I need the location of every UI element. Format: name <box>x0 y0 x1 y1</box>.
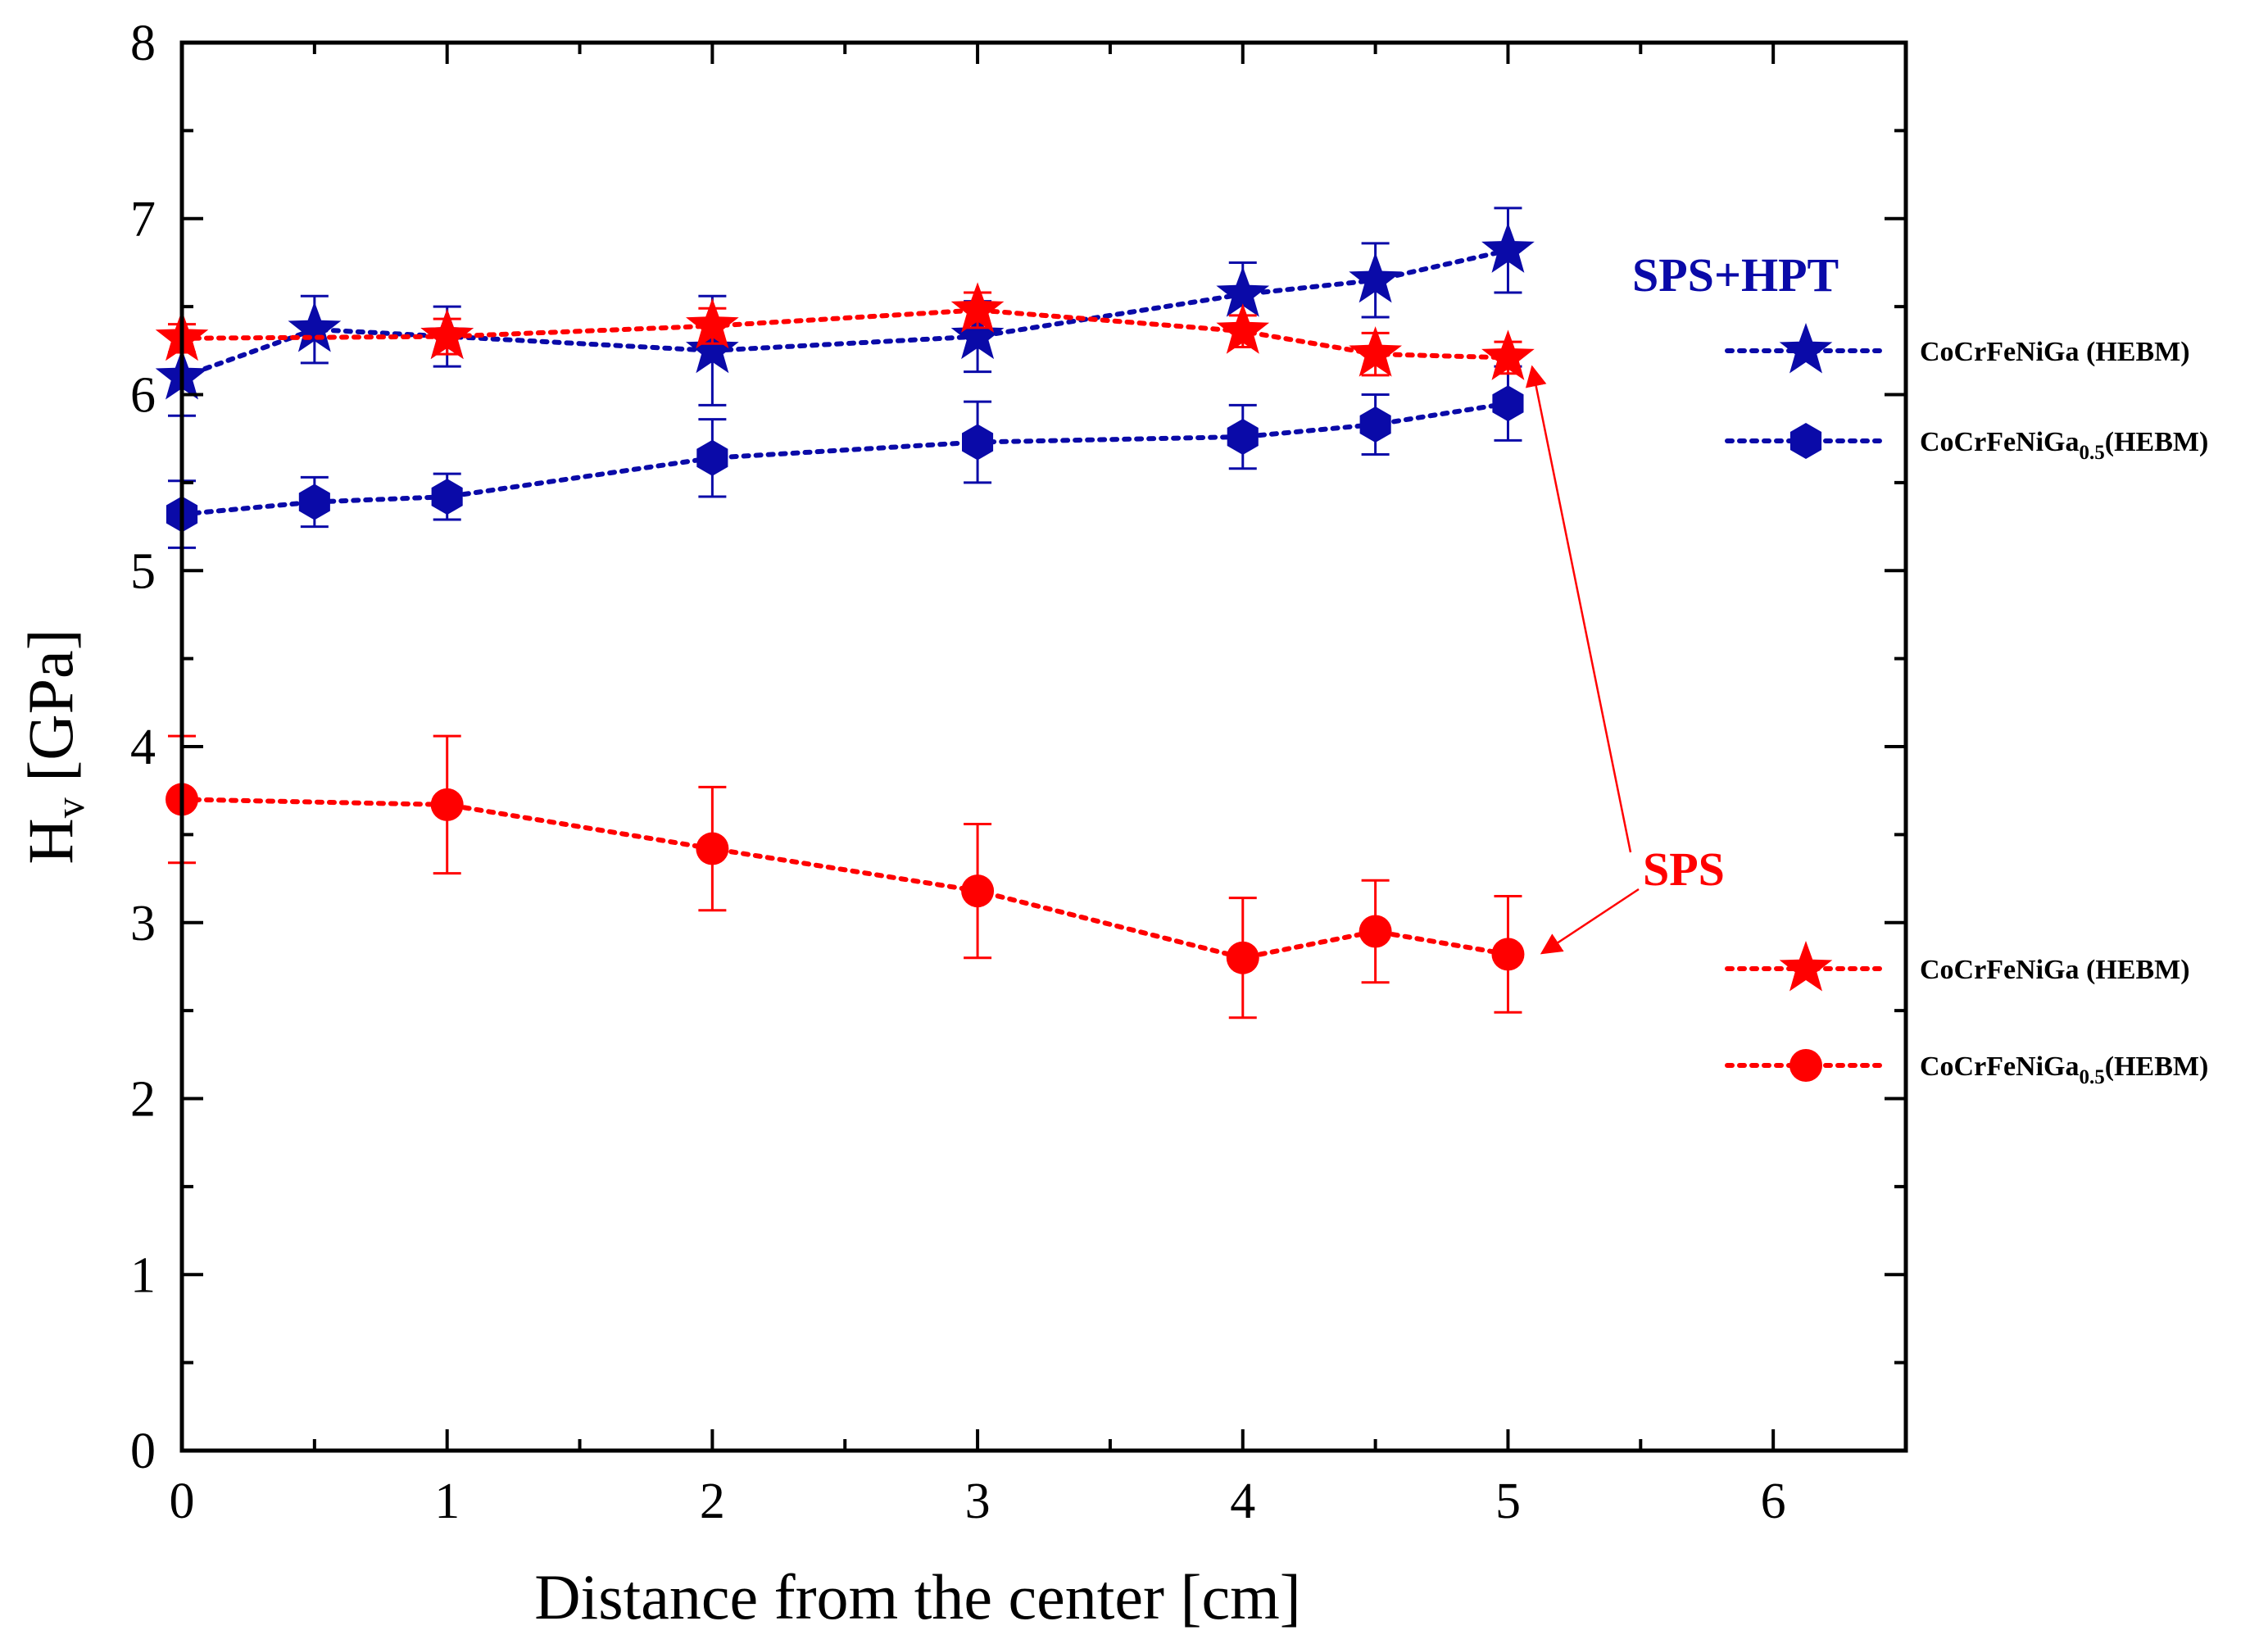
legend-label: CoCrFeNiGa0.5(HEBM) <box>1920 1051 2208 1088</box>
data-point <box>1227 419 1259 455</box>
y-axis-title: Hv [GPa] <box>15 629 93 864</box>
legend-marker <box>1779 323 1833 374</box>
y-tick-label: 2 <box>130 1072 156 1128</box>
y-tick-label: 4 <box>130 720 156 775</box>
series-layer <box>155 207 1535 1020</box>
data-point <box>950 308 1005 360</box>
series-3 <box>166 734 1525 1020</box>
x-tick-label: 0 <box>170 1474 195 1529</box>
data-point <box>1226 941 1259 974</box>
legend-label: CoCrFeNiGa (HEBM) <box>1920 337 2190 367</box>
data-point <box>1492 385 1524 422</box>
x-axis-title: Distance from the center [cm] <box>534 1561 1301 1633</box>
legend-marker <box>1789 423 1822 459</box>
legend-label: CoCrFeNiGa (HEBM) <box>1920 955 2190 985</box>
data-point <box>1491 938 1525 971</box>
series-2 <box>155 282 1535 380</box>
data-point <box>696 439 728 476</box>
x-tick-label: 4 <box>1230 1474 1255 1529</box>
data-point <box>1216 266 1270 317</box>
group-label-sps-hpt: SPS+HPT <box>1632 248 1839 302</box>
legend-item-3: CoCrFeNiGa0.5(HEBM) <box>1725 1049 2208 1088</box>
x-tick-label: 1 <box>434 1474 460 1529</box>
data-point <box>1481 222 1535 273</box>
data-point <box>696 832 729 865</box>
sps-arrow-to-stars <box>1525 365 1632 853</box>
y-tick-label: 3 <box>130 896 156 951</box>
data-point <box>1481 329 1535 380</box>
y-axis-ticks: 0 1 2 3 4 5 6 7 8 <box>130 16 1906 1479</box>
data-point <box>431 479 463 515</box>
data-point <box>1216 303 1270 354</box>
x-tick-label: 5 <box>1495 1474 1521 1529</box>
series-line <box>179 797 1511 961</box>
series-0 <box>155 207 1535 417</box>
data-point <box>420 308 474 360</box>
sps-arrow-to-circles <box>1540 888 1640 955</box>
y-tick-label: 6 <box>130 368 156 424</box>
y-tick-label: 8 <box>130 16 156 71</box>
data-point <box>686 297 739 349</box>
data-point <box>1349 326 1402 377</box>
data-point <box>430 788 464 821</box>
data-point <box>961 874 995 908</box>
data-point <box>1359 915 1392 948</box>
data-point <box>1349 252 1402 303</box>
legend-item-1: CoCrFeNiGa0.5(HEBM) <box>1725 423 2208 464</box>
legend: CoCrFeNiGa (HEBM) CoCrFeNiGa0.5(HEBM) CoCr… <box>1725 323 2208 1088</box>
data-point <box>288 302 342 352</box>
legend-marker <box>1779 941 1833 992</box>
series-line <box>179 248 1511 379</box>
y-tick-label: 1 <box>130 1247 156 1303</box>
data-point <box>950 282 1005 333</box>
data-point <box>962 424 994 461</box>
x-tick-label: 2 <box>700 1474 725 1529</box>
x-tick-label: 3 <box>965 1474 991 1529</box>
x-axis-ticks: 0 1 2 3 4 5 6 <box>170 43 1786 1529</box>
legend-item-0: CoCrFeNiGa (HEBM) <box>1725 323 2190 374</box>
legend-item-2: CoCrFeNiGa (HEBM) <box>1725 941 2190 992</box>
data-point <box>298 484 330 520</box>
y-tick-label: 7 <box>130 192 156 248</box>
series-1 <box>166 365 1524 549</box>
group-label-sps: SPS <box>1643 842 1725 896</box>
x-tick-label: 6 <box>1761 1474 1786 1529</box>
legend-marker <box>1789 1049 1822 1082</box>
data-point <box>1359 406 1391 443</box>
series-line <box>179 401 1511 517</box>
legend-label: CoCrFeNiGa0.5(HEBM) <box>1920 427 2208 464</box>
y-tick-label: 5 <box>130 543 156 599</box>
y-tick-label: 0 <box>130 1424 156 1479</box>
data-point <box>686 322 739 374</box>
